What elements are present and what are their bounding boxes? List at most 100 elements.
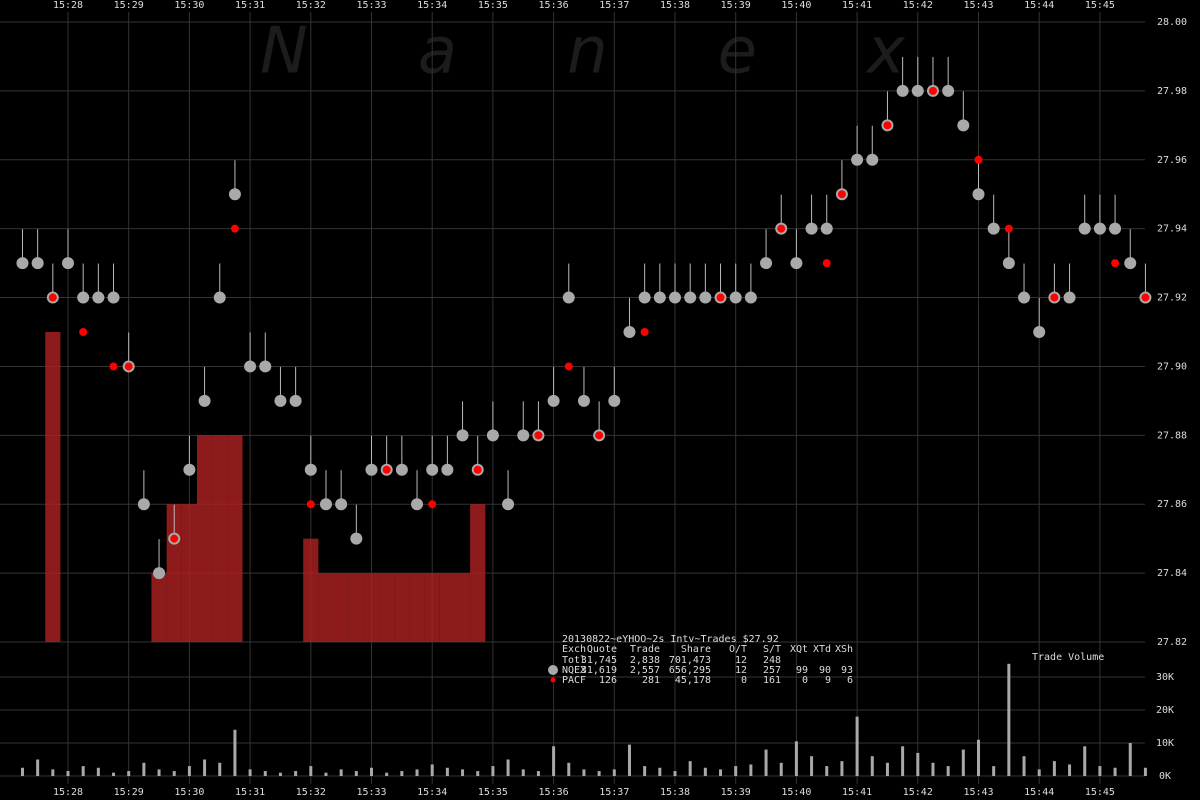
table-cell: 31,745 (581, 655, 617, 666)
trade-dot (623, 326, 636, 338)
trade-dot (942, 84, 955, 97)
volume-bar (734, 766, 738, 776)
volume-bar (1068, 764, 1072, 776)
x-tick-label: 15:40 (781, 787, 811, 798)
trade-dot (335, 498, 348, 511)
trade-dot (107, 291, 120, 304)
volume-bar (187, 766, 191, 776)
depth-bar (348, 573, 364, 642)
x-tick-label: 15:38 (660, 0, 690, 11)
trade-dot (153, 567, 166, 580)
volume-bar (810, 756, 814, 776)
trade-dot (547, 394, 560, 407)
trade-dot (1033, 326, 1046, 338)
trade-dot (244, 360, 257, 373)
trade-dot (183, 463, 196, 476)
x-tick-label: 15:33 (356, 787, 386, 798)
watermark: Nanex (260, 15, 1015, 89)
x-tick-label: 15:42 (903, 787, 933, 798)
table-header: Trade (630, 644, 660, 655)
x-tick-label: 15:45 (1085, 0, 1115, 11)
table-cell: NQEX (562, 665, 586, 676)
trade-dot (1078, 222, 1091, 235)
depth-bar (45, 332, 61, 642)
trade-dot (653, 291, 666, 304)
trade-dot (365, 463, 378, 476)
table-cell: 281 (642, 675, 660, 686)
table-cell: 99 (796, 665, 808, 676)
trade-dot (790, 257, 803, 270)
trade-dot (319, 498, 332, 511)
volume-bar (218, 762, 222, 776)
table-cell: 248 (763, 655, 781, 666)
volume-bar (658, 767, 662, 776)
trade-dot (109, 362, 118, 371)
trade-dot (48, 293, 57, 302)
table-header: Exch (562, 644, 586, 655)
x-tick-label: 15:28 (53, 0, 83, 11)
x-tick-label: 15:35 (478, 787, 508, 798)
volume-bar (203, 759, 207, 776)
volume-bar (1113, 767, 1117, 776)
table-header: Quote (587, 644, 617, 655)
table-cell: 12 (735, 655, 747, 666)
x-tick-label: 15:28 (53, 787, 83, 798)
table-header: O/T (729, 644, 747, 655)
trade-dot (1093, 222, 1106, 235)
trade-dot (441, 463, 454, 476)
volume-bar (400, 771, 404, 776)
y-tick-label: 27.98 (1157, 86, 1187, 97)
volume-bar (1098, 766, 1102, 776)
trade-dot (577, 394, 590, 407)
table-cell: 93 (841, 665, 853, 676)
x-tick-label: 15:37 (599, 0, 629, 11)
table-header: XQt (790, 644, 808, 655)
table-cell: 9 (825, 675, 831, 686)
table-cell: 126 (599, 675, 617, 686)
table-cell: 90 (819, 665, 831, 676)
volume-bar (370, 767, 373, 776)
volume-bar (324, 772, 328, 776)
x-tick-label: 15:41 (842, 0, 872, 11)
volume-bar (567, 762, 571, 776)
y-tick-label: 20K (1156, 705, 1174, 716)
table-cell: Totl (562, 655, 586, 666)
table-cell: 656,295 (669, 665, 711, 676)
volume-bar (536, 771, 540, 776)
table-cell: 161 (763, 675, 781, 686)
table-header: XTd (813, 644, 831, 655)
volume-bar (339, 769, 343, 776)
volume-bar (51, 769, 55, 776)
trade-dot (1004, 224, 1013, 233)
trade-dot (31, 257, 44, 270)
x-tick-label: 15:30 (174, 0, 204, 11)
x-tick-label: 15:29 (114, 0, 144, 11)
trade-dot (486, 429, 499, 442)
volume-bar (20, 767, 24, 776)
y-tick-label: 0K (1159, 771, 1171, 782)
volume-bar (81, 766, 85, 776)
x-tick-label: 15:32 (296, 0, 326, 11)
trade-dot (473, 465, 482, 474)
depth-bar (379, 573, 395, 642)
trade-dot (1018, 291, 1031, 304)
depth-bar (318, 573, 334, 642)
volume-bar (612, 769, 616, 776)
volume-bar (719, 769, 723, 776)
volume-bar (354, 771, 358, 776)
trade-dot (411, 498, 424, 511)
trade-dot (1141, 293, 1150, 302)
volume-bar (1037, 769, 1041, 776)
table-cell: PACF (562, 675, 586, 686)
trade-dot (534, 431, 543, 440)
y-tick-label: 27.86 (1157, 499, 1187, 510)
table-title: 20130822~eYHOO~2s Intv~Trades $27.92 (562, 634, 779, 645)
volume-bar (931, 762, 935, 776)
trade-dot (306, 500, 315, 509)
depth-bar (227, 435, 243, 642)
trade-dot (16, 257, 29, 270)
volume-bar (461, 769, 465, 776)
x-tick-label: 15:37 (599, 787, 629, 798)
volume-bar (278, 772, 282, 776)
